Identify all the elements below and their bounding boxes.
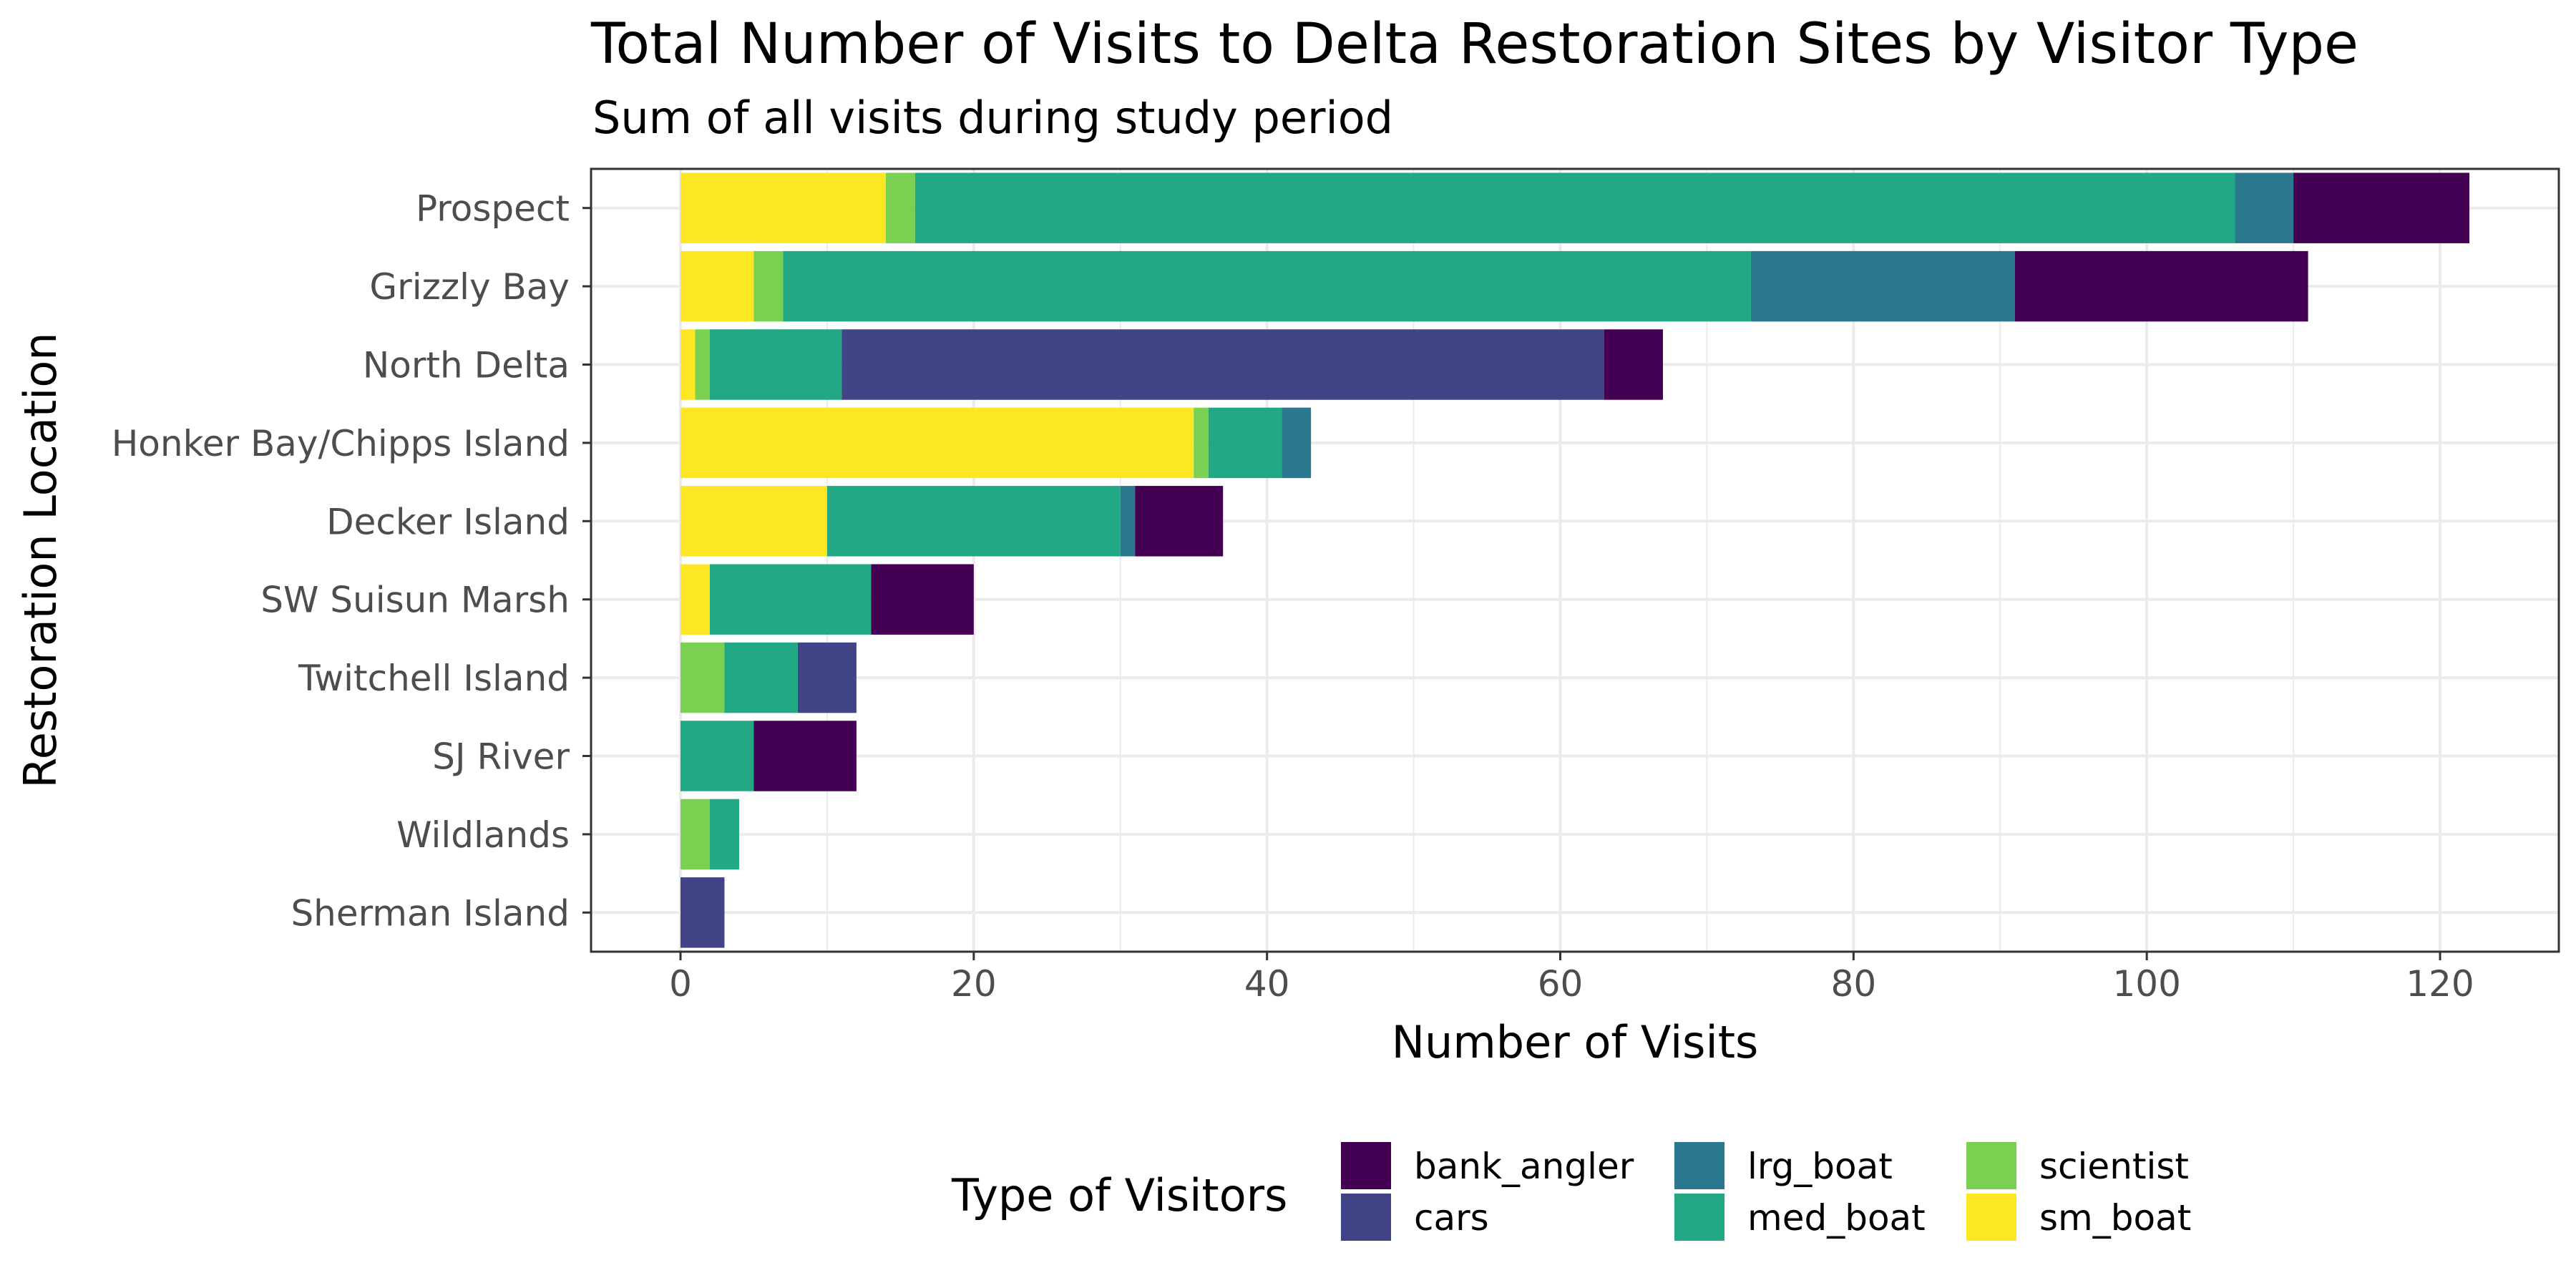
legend-key-cars [1341,1194,1391,1241]
y-tick-label: SJ River [432,736,570,778]
y-axis-ticks: Prospect Grizzly Bay North Delta Honker Bay… [112,188,591,934]
bar-layer [680,172,2469,948]
legend-key-bank_angler [1341,1142,1391,1189]
legend-key-lrg_boat [1674,1142,1724,1189]
bar-scientist [885,172,915,243]
bar-med_boat [1208,407,1282,479]
bar-med_boat [914,172,2235,243]
bar-med_boat [709,329,842,400]
bar-cars [797,642,857,713]
chart-title: Total Number of Visits to Delta Restorat… [590,12,2358,77]
bar-med_boat [826,486,1121,557]
bar-med_boat [724,642,798,713]
legend-label-scientist: scientist [2039,1146,2189,1187]
plot-panel-border [590,167,2560,953]
bar-bank_angler [753,721,857,791]
bar-bank_angler [1135,486,1224,557]
bar-med_boat [709,799,739,870]
bar-bank_angler [2014,250,2308,322]
bar-cars [841,329,1604,400]
x-tick-label: 80 [1831,963,1877,1005]
y-tick-label: Honker Bay/Chipps Island [112,423,570,464]
y-tick-label: Sherman Island [291,892,570,934]
bar-sm_boat [680,250,754,322]
bar-scientist [680,799,710,870]
bar-bank_angler [1604,329,1663,400]
legend-label-sm_boat: sm_boat [2039,1197,2191,1239]
x-tick-label: 20 [951,963,997,1005]
y-tick-label: North Delta [363,345,570,386]
x-tick-label: 100 [2112,963,2180,1005]
x-tick-label: 40 [1244,963,1290,1005]
legend-label-lrg_boat: lrg_boat [1747,1146,1893,1187]
bar-med_boat [783,250,1751,322]
bar-sm_boat [680,407,1194,479]
bar-scientist [1194,407,1209,479]
y-tick-label: Grizzly Bay [369,266,570,308]
bar-sm_boat [680,329,696,400]
chart-subtitle: Sum of all visits during study period [592,92,1393,144]
bar-bank_angler [871,564,974,635]
bar-med_boat [680,721,754,791]
y-tick-label: SW Suisun Marsh [260,580,570,621]
x-tick-label: 0 [669,963,692,1005]
legend-key-sm_boat [1966,1194,2016,1241]
bar-bank_angler [2293,172,2469,243]
legend-key-med_boat [1674,1194,1724,1241]
x-axis-ticks: 0 20 40 60 80 100 120 [669,952,2474,1005]
bar-scientist [753,250,784,322]
y-tick-label: Wildlands [396,814,570,856]
bar-sm_boat [680,486,827,557]
bar-lrg_boat [1282,407,1312,479]
bar-sm_boat [680,172,886,243]
x-tick-label: 120 [2406,963,2474,1005]
bar-lrg_boat [1120,486,1136,557]
x-tick-label: 60 [1538,963,1584,1005]
legend-label-med_boat: med_boat [1747,1197,1926,1239]
legend-title: Type of Visitors [951,1169,1287,1221]
legend-label-bank_angler: bank_angler [1414,1146,1634,1187]
bar-cars [680,877,725,948]
bar-sm_boat [680,564,710,635]
y-tick-label: Prospect [416,188,570,230]
bar-scientist [680,642,725,713]
legend-label-cars: cars [1414,1197,1489,1239]
legend-key-scientist [1966,1142,2016,1189]
y-tick-label: Decker Island [326,501,570,542]
bar-lrg_boat [2235,172,2294,243]
bar-lrg_boat [1750,250,2015,322]
y-tick-label: Twitchell Island [298,658,570,699]
x-axis-title: Number of Visits [1392,1016,1759,1068]
bar-med_boat [709,564,872,635]
y-axis-title: Restoration Location [14,332,67,788]
bar-scientist [695,329,710,400]
